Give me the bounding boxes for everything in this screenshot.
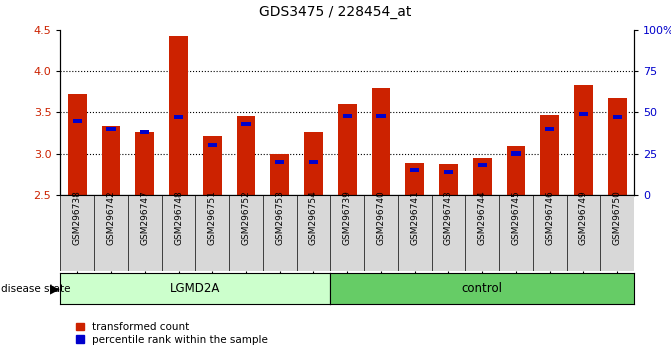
Bar <box>270 154 289 195</box>
Bar <box>309 160 318 164</box>
Bar <box>107 127 115 131</box>
Bar <box>574 85 592 195</box>
Bar <box>72 119 82 123</box>
Bar <box>613 115 622 119</box>
Bar <box>507 146 525 195</box>
Bar <box>608 98 627 195</box>
Bar <box>174 115 183 119</box>
Bar <box>275 160 285 164</box>
Bar <box>376 114 386 118</box>
Bar <box>410 168 419 172</box>
Text: control: control <box>462 282 503 295</box>
Bar <box>540 115 559 195</box>
Bar <box>545 127 554 131</box>
Bar <box>338 104 356 195</box>
Bar <box>136 132 154 195</box>
Bar <box>169 36 188 195</box>
Bar <box>68 94 87 195</box>
Bar <box>304 132 323 195</box>
Bar <box>405 164 424 195</box>
Bar <box>102 126 120 195</box>
Bar <box>440 164 458 195</box>
Bar <box>207 143 217 147</box>
Text: ▶: ▶ <box>50 282 60 295</box>
Bar <box>203 136 221 195</box>
Bar <box>343 114 352 118</box>
Bar <box>478 163 487 167</box>
Bar <box>140 130 150 134</box>
Bar <box>579 112 588 116</box>
Text: GDS3475 / 228454_at: GDS3475 / 228454_at <box>259 5 412 19</box>
Bar <box>372 88 391 195</box>
Text: LGMD2A: LGMD2A <box>170 282 221 295</box>
Text: disease state: disease state <box>1 284 71 293</box>
Legend: transformed count, percentile rank within the sample: transformed count, percentile rank withi… <box>72 318 272 349</box>
Bar <box>511 152 521 156</box>
Bar <box>444 170 453 174</box>
Bar <box>473 158 492 195</box>
Bar <box>242 122 251 126</box>
Bar <box>237 116 255 195</box>
